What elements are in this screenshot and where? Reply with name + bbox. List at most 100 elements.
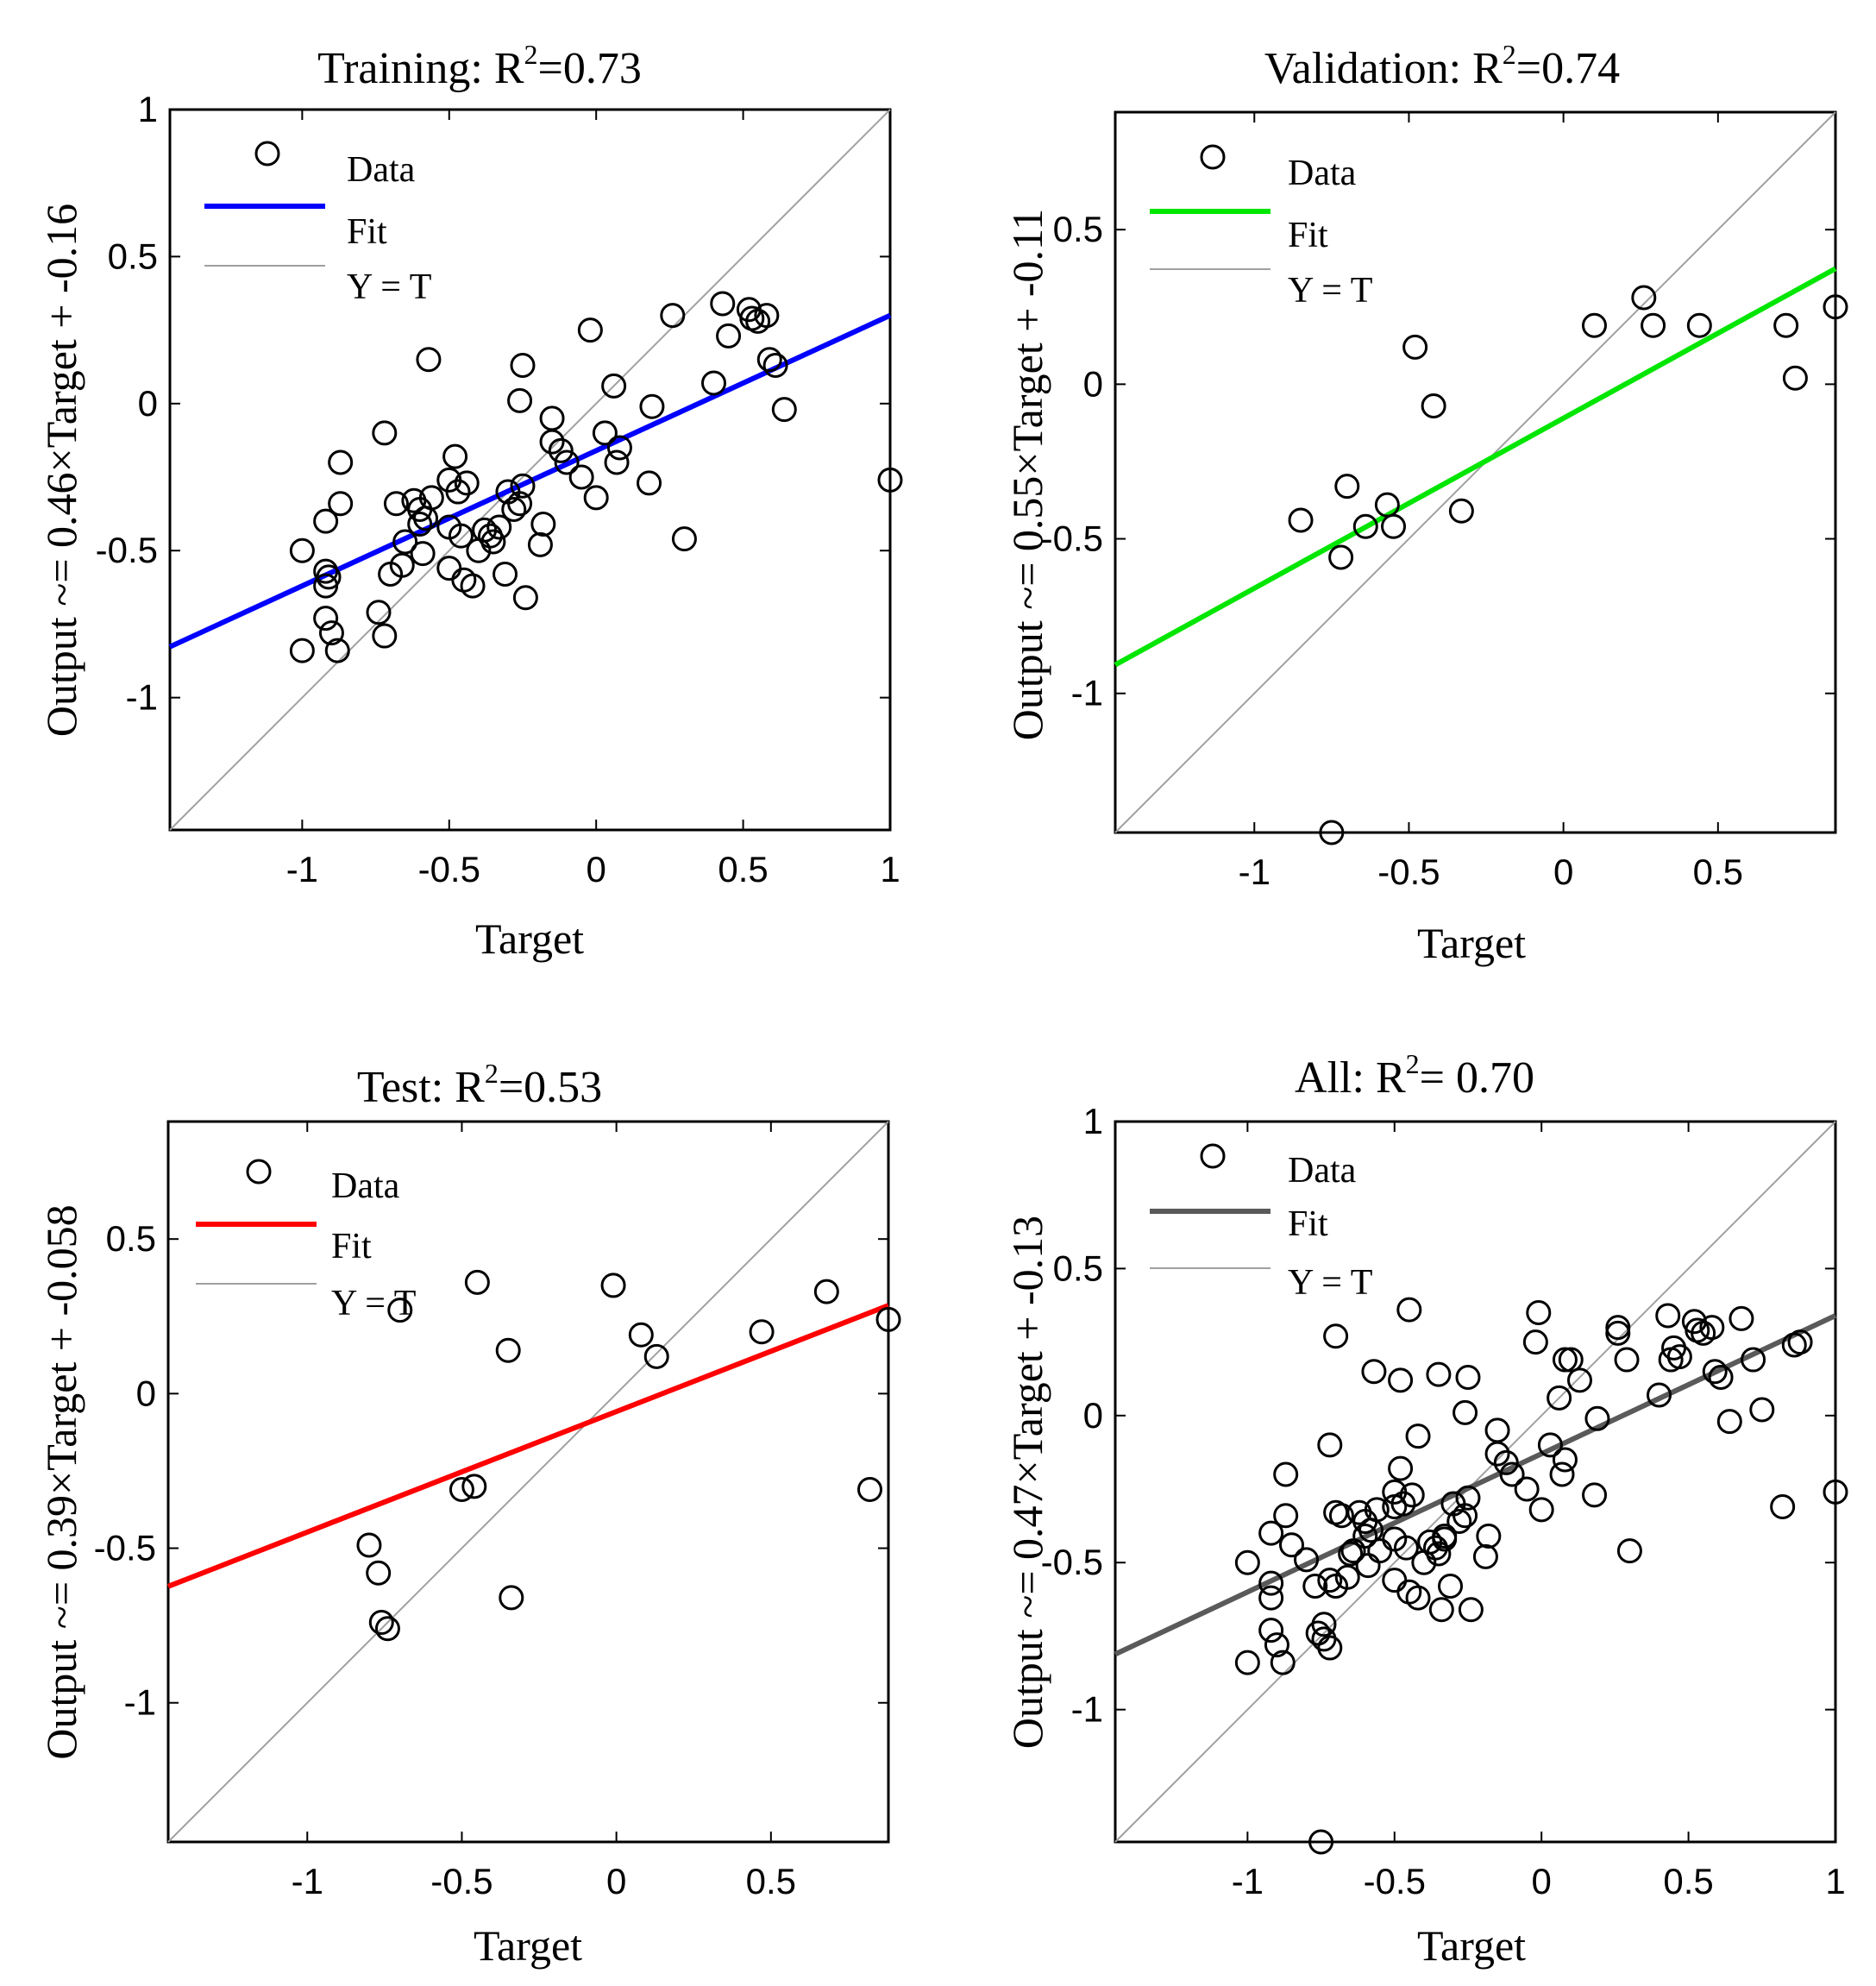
y-axis-label: Output ~= 0.55×Target + -0.11	[1003, 209, 1051, 740]
data-point	[749, 1319, 775, 1345]
data-point	[1581, 312, 1607, 338]
data-point	[1605, 1315, 1631, 1341]
data-point	[710, 291, 736, 317]
data-point	[1655, 1303, 1681, 1329]
data-point	[460, 573, 486, 599]
data-point	[1258, 1618, 1284, 1643]
data-point	[356, 1532, 382, 1558]
data-point	[1455, 1485, 1481, 1511]
data-point	[1699, 1315, 1725, 1341]
data-point	[1264, 1632, 1289, 1658]
legend: Data Fit Y = T	[1150, 1143, 1372, 1303]
data-point	[671, 526, 697, 552]
data-point	[660, 303, 686, 329]
data-point	[313, 606, 339, 632]
data-point	[1432, 1524, 1458, 1549]
data-point	[754, 303, 780, 329]
legend: Data Fit Y = T	[1150, 144, 1372, 311]
y-tick-label: 0	[1083, 1395, 1103, 1436]
data-point	[1258, 1520, 1284, 1546]
data-point	[1452, 1503, 1478, 1529]
panel-all: -1 -0.5 0 0.5 1 -1 -0.5 0 0.5 1 All: R2= 0.70 Targ…	[1003, 1048, 1848, 1970]
data-point	[1452, 1399, 1478, 1425]
axes-frame	[1114, 110, 1837, 834]
data-point	[1499, 1461, 1525, 1487]
y-tick-label: 0.5	[106, 1218, 156, 1259]
x-tick-label: -0.5	[418, 849, 480, 889]
data-point	[701, 370, 727, 396]
legend-ydiag-label: Y = T	[1288, 1263, 1372, 1303]
data-point	[1749, 1397, 1775, 1423]
legend-data-marker	[246, 1159, 272, 1185]
data-point	[583, 485, 609, 511]
y-equals-t-line	[167, 1121, 889, 1843]
x-tick-label: -1	[1232, 1861, 1264, 1901]
data-point	[1552, 1347, 1578, 1373]
data-point	[368, 1610, 394, 1636]
data-point	[372, 420, 398, 446]
data-point	[372, 623, 398, 649]
data-point	[501, 497, 527, 523]
data-point	[716, 323, 742, 349]
x-axis-label: Target	[474, 1921, 582, 1970]
data-point	[1526, 1300, 1552, 1326]
fit-line	[166, 1303, 890, 1589]
data-point	[756, 347, 782, 373]
y-tick-label: -1	[126, 677, 158, 718]
plot-area: -1 -0.5 0 0.5 -1 -0.5 0 0.5	[1041, 110, 1848, 892]
y-tick-label: 0	[136, 1373, 156, 1413]
x-tick-label: 0.5	[1663, 1861, 1713, 1901]
data-point	[324, 638, 350, 663]
x-tick-label: 0	[606, 1861, 626, 1901]
data-point	[1352, 1524, 1378, 1549]
data-point	[461, 1474, 487, 1499]
plot-area: -1 -0.5 0 0.5 -1 -0.5 0 0.5	[94, 1120, 901, 1901]
data-point	[1547, 1385, 1572, 1411]
data-point	[328, 491, 354, 517]
legend-data-marker	[254, 141, 280, 167]
data-point	[374, 1616, 400, 1642]
panel-test: -1 -0.5 0 0.5 -1 -0.5 0 0.5 Test: R2=0.53 Target…	[37, 1058, 901, 1970]
data-point	[1317, 1568, 1343, 1593]
legend-data-marker	[1200, 144, 1226, 170]
data-point	[1773, 312, 1799, 338]
y-tick-label: -0.5	[1041, 1542, 1103, 1582]
panel-title: Training: R2=0.73	[317, 39, 642, 93]
data-point	[495, 1337, 521, 1363]
x-tick-label: 0	[587, 849, 606, 889]
data-point	[628, 1322, 654, 1348]
y-equals-t-line	[1114, 111, 1836, 833]
data-point	[1308, 1829, 1334, 1855]
data-point	[507, 491, 533, 517]
data-point	[1234, 1549, 1260, 1575]
x-axis-label: Target	[1417, 919, 1526, 967]
data-point	[1537, 1432, 1563, 1458]
data-point	[1472, 1543, 1498, 1569]
data-point	[1528, 1497, 1554, 1523]
legend-data-label: Data	[1288, 1151, 1357, 1191]
data-point	[1605, 1320, 1631, 1346]
data-point	[1388, 1367, 1414, 1393]
data-point	[407, 512, 433, 537]
fit-line	[168, 312, 892, 650]
x-tick-label: 1	[880, 849, 900, 889]
data-point	[637, 470, 662, 496]
data-point	[1388, 1455, 1414, 1481]
fit-line	[1114, 266, 1837, 668]
y-tick-label: 0	[1083, 363, 1103, 404]
data-point	[316, 564, 342, 590]
data-point	[1364, 1497, 1390, 1523]
data-point	[510, 473, 536, 499]
data-point	[449, 1476, 474, 1502]
data-point	[762, 353, 788, 379]
data-point	[1402, 334, 1428, 360]
legend-fit-label: Fit	[1288, 1204, 1328, 1244]
data-point	[1782, 365, 1808, 391]
data-point	[771, 397, 797, 423]
data-point	[389, 552, 415, 578]
data-point	[387, 1298, 413, 1323]
plot-area: -1 -0.5 0 0.5 1 -1 -0.5 0 0.5 1	[96, 89, 903, 889]
data-point	[512, 585, 538, 611]
